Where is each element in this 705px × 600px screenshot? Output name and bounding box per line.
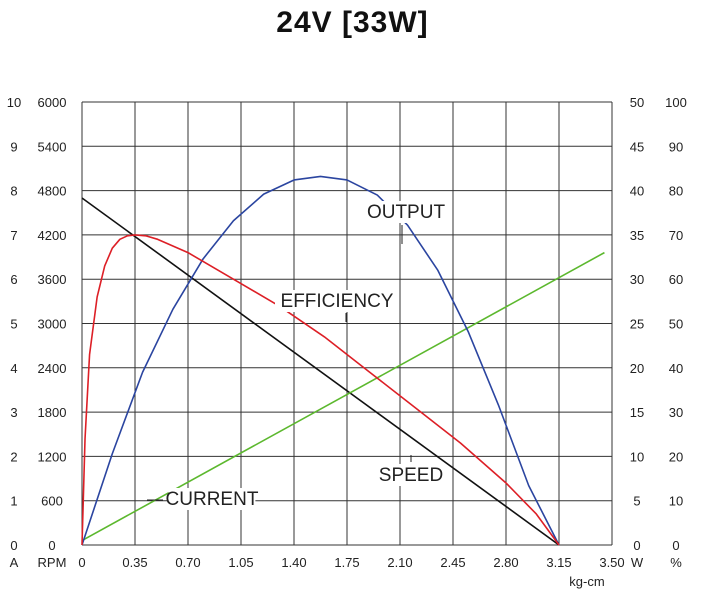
left-current-tick-label: 9: [10, 139, 17, 154]
right-output-tick-label: 45: [630, 139, 644, 154]
left-speed-unit-label: RPM: [38, 555, 67, 570]
right-output-tick-label: 15: [630, 405, 644, 420]
right-efficiency-tick-label: 80: [669, 184, 683, 199]
annotation-current: CURRENT: [166, 489, 259, 510]
series-line-output: [81, 175, 560, 546]
right-output-tick-label: 40: [630, 184, 644, 199]
right-output-tick-label: 5: [633, 494, 640, 509]
left-current-tick-label: 7: [10, 228, 17, 243]
series-line-efficiency: [81, 234, 560, 546]
annotation-output: OUTPUT: [367, 202, 446, 223]
right-output-unit-label: W: [631, 555, 644, 570]
right-efficiency-tick-label: 60: [669, 272, 683, 287]
x-tick-label: 0.70: [175, 555, 200, 570]
right-efficiency-tick-label: 20: [669, 449, 683, 464]
right-efficiency-tick-label: 100: [665, 95, 687, 110]
left-current-tick-label: 2: [10, 449, 17, 464]
left-speed-tick-label: 4800: [38, 184, 67, 199]
left-current-tick-label: 10: [7, 95, 21, 110]
left-current-tick-label: 4: [10, 361, 17, 376]
left-current-tick-label: 0: [10, 538, 17, 553]
annotation-bg-speed: [380, 464, 442, 486]
x-tick-label: 2.45: [440, 555, 465, 570]
right-efficiency-tick-label: 30: [669, 405, 683, 420]
annotation-bg-current: [168, 488, 256, 510]
left-current-unit-label: A: [10, 555, 19, 570]
right-efficiency-unit-label: %: [670, 555, 682, 570]
right-output-tick-label: 20: [630, 361, 644, 376]
right-output-tick-label: 0: [633, 538, 640, 553]
left-current-tick-label: 6: [10, 272, 17, 287]
x-tick-label: 1.75: [334, 555, 359, 570]
annotations: OUTPUT EFFICIENCY SPEED CURRENT: [147, 201, 445, 510]
tick-labels: 0 0.35 0.70 1.05 1.40 1.75 2.10 2.45 2.80 3.15 3.5…: [7, 95, 687, 589]
left-current-tick-label: 5: [10, 317, 17, 332]
right-efficiency-tick-label: 0: [672, 538, 679, 553]
annotation-bg-efficiency: [275, 290, 399, 312]
left-speed-tick-label: 5400: [38, 139, 67, 154]
left-speed-tick-label: 6000: [38, 95, 67, 110]
chart-title: 24V [33W]: [276, 6, 429, 39]
left-speed-tick-label: 1200: [38, 449, 67, 464]
left-current-tick-label: 1: [10, 494, 17, 509]
x-tick-label: 1.05: [228, 555, 253, 570]
x-tick-label: 3.50: [599, 555, 624, 570]
right-efficiency-tick-label: 90: [669, 139, 683, 154]
right-output-tick-label: 50: [630, 95, 644, 110]
right-efficiency-tick-label: 40: [669, 361, 683, 376]
right-output-tick-label: 30: [630, 272, 644, 287]
x-tick-label: 3.15: [546, 555, 571, 570]
right-efficiency-tick-label: 10: [669, 494, 683, 509]
left-speed-tick-label: 3000: [38, 317, 67, 332]
right-output-tick-label: 35: [630, 228, 644, 243]
right-output-tick-label: 25: [630, 317, 644, 332]
x-axis-unit-label: kg-cm: [569, 574, 604, 589]
series-lines: [81, 175, 605, 546]
x-tick-label: 2.80: [493, 555, 518, 570]
x-tick-label: 0: [78, 555, 85, 570]
annotation-efficiency: EFFICIENCY: [281, 291, 394, 312]
left-speed-tick-label: 2400: [38, 361, 67, 376]
annotation-speed: SPEED: [379, 465, 443, 486]
left-speed-tick-label: 3600: [38, 272, 67, 287]
annotation-bg-output: [368, 201, 444, 223]
x-tick-label: 2.10: [387, 555, 412, 570]
left-speed-tick-label: 600: [41, 494, 63, 509]
left-speed-tick-label: 0: [48, 538, 55, 553]
x-tick-label: 0.35: [122, 555, 147, 570]
x-tick-label: 1.40: [281, 555, 306, 570]
left-current-tick-label: 8: [10, 184, 17, 199]
left-speed-tick-label: 4200: [38, 228, 67, 243]
right-efficiency-tick-label: 70: [669, 228, 683, 243]
right-efficiency-tick-label: 50: [669, 317, 683, 332]
left-speed-tick-label: 1800: [38, 405, 67, 420]
series-line-speed: [81, 197, 560, 546]
right-output-tick-label: 10: [630, 449, 644, 464]
left-current-tick-label: 3: [10, 405, 17, 420]
grid-lines: [81, 101, 613, 546]
